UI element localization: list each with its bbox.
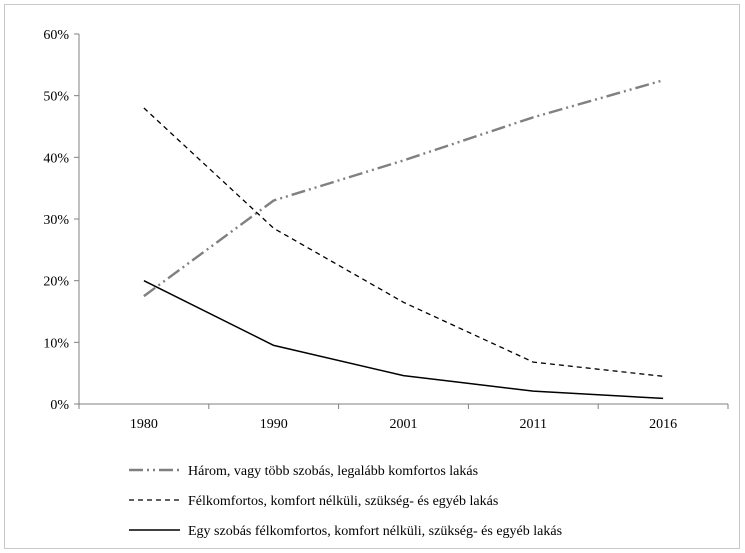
x-tick-label: 2016 [649,417,677,432]
y-tick-label: 0% [50,398,69,413]
legend: Három, vagy több szobás, legalább komfor… [129,464,562,539]
y-tick-label: 60% [43,28,69,43]
x-tick-label: 2011 [520,417,547,432]
y-tick-label: 20% [43,275,69,290]
y-tick-label: 30% [43,213,69,228]
y-axis-ticks: 0% 10% 20% 30% 40% 50% 60% [43,28,79,413]
legend-label-1: Három, vagy több szobás, legalább komfor… [188,464,478,479]
series-line-3 [143,280,664,400]
x-tick-label: 1980 [130,417,158,432]
series-line-1 [143,79,664,298]
chart-frame [4,4,740,549]
series-line-2 [143,107,664,377]
y-tick-label: 40% [43,151,69,166]
x-tick-label: 2001 [390,417,418,432]
legend-label-3: Egy szobás félkomfortos, komfort nélküli… [188,524,562,539]
x-axis-ticks: 1980 1990 2001 2011 2016 [78,404,729,432]
y-tick-label: 10% [43,336,69,351]
y-tick-label: 50% [43,90,69,105]
legend-label-2: Félkomfortos, komfort nélküli, szükség- … [188,494,498,509]
series-lines [143,79,664,400]
x-tick-label: 1990 [260,417,288,432]
